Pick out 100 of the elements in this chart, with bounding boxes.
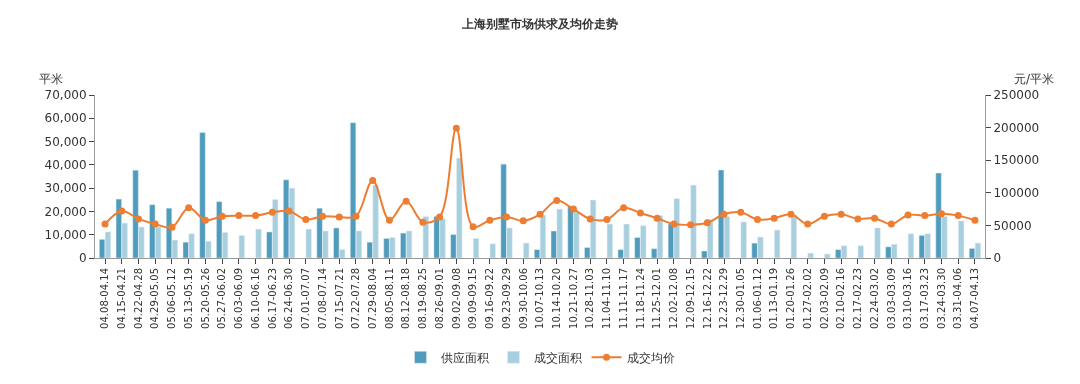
- x-tick-label: 12.16-12.22: [701, 268, 713, 329]
- point: [503, 213, 511, 221]
- x-tick-label: 10.14-10.20: [550, 268, 562, 329]
- point: [252, 212, 260, 220]
- point: [452, 124, 460, 132]
- y-axis-title: 平米: [39, 72, 63, 86]
- x-tick-label: 07.22-07.28: [350, 268, 362, 329]
- point: [603, 216, 611, 224]
- point: [636, 209, 644, 217]
- x-tick-label: 07.01-07.07: [300, 268, 312, 329]
- point: [586, 215, 594, 223]
- bar: [255, 228, 262, 258]
- x-tick-label: 02.10-02.16: [835, 268, 847, 329]
- x-tick-label: 08.26-09.01: [433, 268, 445, 329]
- x-tick-label: 12.09-12.15: [684, 268, 696, 329]
- x-tick-label: 04.08-04.14: [99, 268, 111, 329]
- point: [553, 197, 561, 205]
- x-tick-label: 07.29-08.04: [366, 268, 378, 329]
- point: [218, 212, 226, 220]
- point: [235, 212, 243, 220]
- legend-label: 成交均价: [626, 350, 675, 365]
- point: [436, 213, 444, 221]
- point: [419, 218, 427, 226]
- x-tick-label: 08.19-08.25: [417, 268, 429, 329]
- point: [871, 214, 879, 222]
- point: [201, 216, 209, 224]
- y2-tick-label: 100000: [993, 186, 1040, 200]
- x-tick-label: 12.23-12.29: [718, 268, 730, 329]
- x-tick-label: 11.25-12.01: [651, 268, 663, 329]
- x-tick-label: 07.08-07.14: [316, 268, 328, 329]
- point: [620, 204, 628, 212]
- x-tick-label: 06.10-06.16: [249, 268, 261, 329]
- y2-tick-label: 0: [993, 251, 1002, 266]
- x-tick-label: 07.15-07.21: [333, 268, 345, 329]
- point: [887, 220, 895, 228]
- point: [352, 212, 360, 220]
- x-tick-label: 10.28-11.03: [584, 268, 596, 329]
- y2-tick-label: 150000: [993, 153, 1040, 168]
- bar: [790, 214, 797, 258]
- point: [971, 216, 979, 224]
- x-tick-label: 08.12-08.18: [400, 268, 412, 329]
- x-tick-label: 01.13-01.19: [768, 268, 780, 329]
- x-tick-label: 03.31-04.06: [952, 268, 964, 329]
- point: [787, 210, 795, 218]
- point: [402, 197, 410, 205]
- x-tick-label: 01.06-01.12: [751, 268, 763, 329]
- y-tick-label: 10,000: [44, 227, 87, 242]
- bar: [489, 243, 496, 258]
- point: [954, 212, 962, 220]
- bar: [523, 242, 530, 258]
- bar: [606, 223, 613, 258]
- y-tick-label: 50,000: [44, 134, 87, 149]
- x-tick-label: 12.02-12.08: [668, 268, 680, 329]
- bar: [472, 238, 480, 258]
- bar: [958, 220, 965, 258]
- legend-label: 供应面积: [440, 350, 489, 365]
- y-tick-label: 20,000: [44, 204, 87, 219]
- x-tick-label: 10.07-10.13: [534, 268, 546, 329]
- point: [118, 207, 126, 215]
- x-tick-label: 05.06-05.12: [166, 268, 178, 329]
- point: [369, 176, 377, 184]
- bar: [774, 229, 781, 258]
- y2-axis-title: 元/平米: [1014, 72, 1055, 86]
- x-tick-label: 03.24-03.30: [935, 268, 947, 329]
- point: [168, 223, 176, 231]
- y-tick-label: 70,000: [44, 88, 87, 103]
- bar: [907, 233, 914, 258]
- point: [687, 221, 695, 229]
- bar: [690, 184, 697, 258]
- y2-tick-label: 50000: [993, 218, 1032, 233]
- point: [753, 216, 761, 224]
- point: [854, 215, 862, 223]
- point: [737, 208, 745, 216]
- x-tick-label: 11.04-11.10: [601, 268, 613, 329]
- point: [135, 215, 142, 223]
- y-tick-label: 40,000: [44, 158, 87, 173]
- point: [720, 210, 728, 218]
- y2-tick-label: 250000: [993, 88, 1040, 103]
- bar: [857, 245, 864, 258]
- point: [837, 210, 845, 218]
- x-tick-label: 03.03-03.09: [885, 268, 897, 329]
- y-tick-label: 60,000: [44, 111, 87, 126]
- x-tick-label: 09.02-09.08: [450, 268, 462, 329]
- point: [185, 204, 193, 212]
- point: [703, 219, 711, 227]
- point: [670, 220, 678, 228]
- x-tick-label: 01.20-01.26: [785, 268, 797, 329]
- y-tick-label: 30,000: [44, 181, 87, 196]
- x-tick-label: 06.17-06.23: [266, 268, 278, 329]
- x-tick-label: 09.30-10.06: [517, 268, 529, 329]
- y2-tick-label: 200000: [993, 120, 1040, 135]
- x-tick-label: 04.22-04.28: [132, 268, 144, 329]
- x-tick-label: 01.27-02.02: [801, 268, 813, 329]
- x-tick-label: 05.20-05.26: [199, 268, 211, 329]
- point: [804, 220, 812, 228]
- point: [151, 220, 159, 228]
- bar: [874, 227, 881, 258]
- bar: [305, 228, 312, 258]
- bar: [740, 221, 747, 258]
- x-tick-label: 02.17-02.23: [852, 268, 864, 329]
